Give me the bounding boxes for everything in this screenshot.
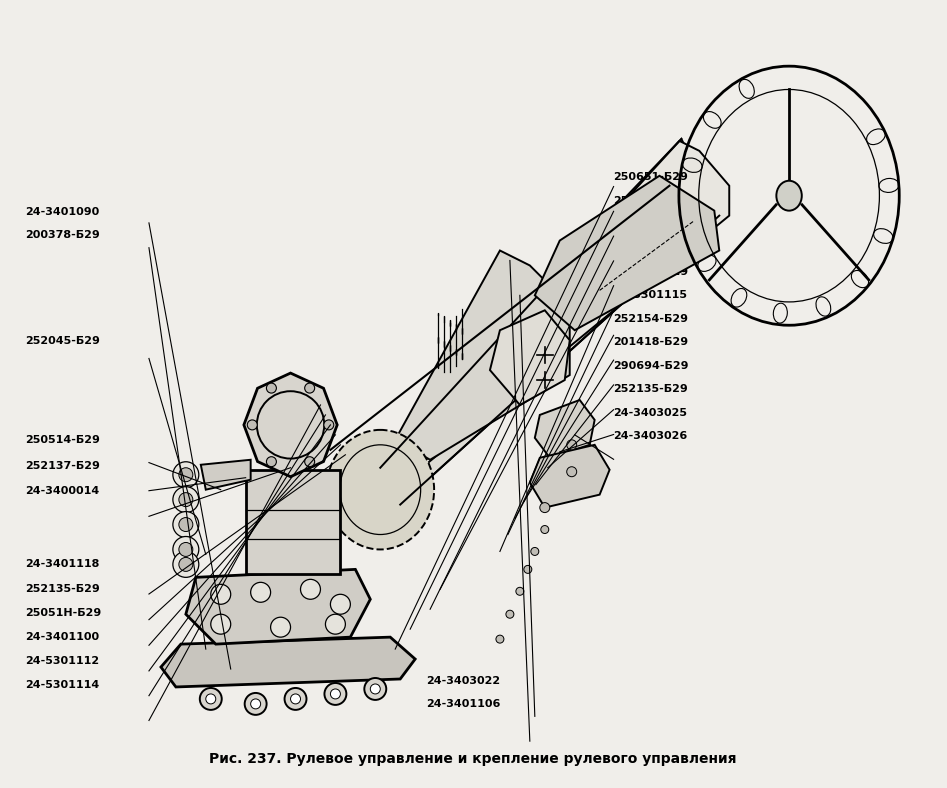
Text: 201418-Б29: 201418-Б29 [614,337,688,348]
Text: 252045-Б29: 252045-Б29 [25,336,99,346]
Circle shape [266,457,277,466]
Circle shape [331,594,350,614]
Circle shape [541,526,548,533]
Circle shape [173,537,199,563]
Circle shape [305,457,314,466]
Text: 290694-Б29: 290694-Б29 [614,361,688,370]
Polygon shape [395,251,570,459]
Text: 24-5301112: 24-5301112 [25,656,99,666]
Ellipse shape [777,180,802,210]
Text: 200378-Б29: 200378-Б29 [25,230,99,240]
Circle shape [326,614,346,634]
Text: Рис. 237. Рулевое управление и крепление рулевого управления: Рис. 237. Рулевое управление и крепление… [209,752,737,766]
Circle shape [271,617,291,637]
Circle shape [244,693,267,715]
Circle shape [524,566,532,574]
Text: 24-3401090: 24-3401090 [25,206,99,217]
Circle shape [531,548,539,556]
Polygon shape [186,570,370,644]
Circle shape [266,383,277,393]
Ellipse shape [327,430,434,549]
Circle shape [566,466,577,477]
Text: 252162-Б29: 252162-Б29 [614,196,688,206]
Text: 200373-Б29: 200373-Б29 [614,243,688,253]
Text: 24-5301114: 24-5301114 [25,679,99,690]
Text: 250514-Б29: 250514-Б29 [25,434,99,444]
Circle shape [247,420,258,430]
Text: 25051Н-Б29: 25051Н-Б29 [25,608,101,618]
Text: 24-3401118: 24-3401118 [25,559,99,570]
Polygon shape [355,141,729,489]
Circle shape [173,462,199,488]
Circle shape [540,503,550,512]
Circle shape [566,440,577,450]
Circle shape [179,542,193,556]
Circle shape [173,511,199,537]
Circle shape [200,688,222,710]
Circle shape [370,684,381,694]
Circle shape [211,585,231,604]
Circle shape [300,579,320,599]
Circle shape [365,678,386,700]
Text: 252135-Б29: 252135-Б29 [614,385,688,394]
Circle shape [179,557,193,571]
Circle shape [173,552,199,578]
Circle shape [496,635,504,643]
Circle shape [284,688,307,710]
Circle shape [516,587,524,595]
Polygon shape [490,310,570,405]
Polygon shape [529,444,610,507]
Text: 200384-Б29: 200384-Б29 [614,219,688,229]
Circle shape [205,694,216,704]
Polygon shape [201,459,251,489]
Polygon shape [161,637,415,687]
Circle shape [324,420,333,430]
Circle shape [305,383,314,393]
Text: 250651-Б29: 250651-Б29 [614,173,688,182]
Circle shape [251,699,260,709]
Text: 24-3400014: 24-3400014 [25,485,99,496]
Circle shape [179,468,193,481]
Circle shape [179,492,193,507]
Circle shape [331,689,340,699]
Text: 24-5301115: 24-5301115 [614,290,688,300]
Circle shape [506,610,514,619]
Text: 24-3401106: 24-3401106 [426,699,501,709]
Text: 201487-Б29: 201487-Б29 [614,266,688,277]
Circle shape [179,518,193,532]
Text: 24-3401100: 24-3401100 [25,633,99,642]
Circle shape [291,694,300,704]
Polygon shape [535,176,720,330]
Circle shape [251,582,271,602]
Circle shape [325,683,347,705]
Text: 252137-Б29: 252137-Б29 [25,461,99,471]
Polygon shape [381,139,720,504]
Text: 24-3403026: 24-3403026 [614,431,688,441]
Circle shape [173,487,199,512]
Circle shape [211,614,231,634]
Polygon shape [244,373,337,477]
Text: 252135-Б29: 252135-Б29 [25,584,99,593]
Text: 24-3403022: 24-3403022 [426,675,500,686]
Text: 252154-Б29: 252154-Б29 [614,314,688,324]
Text: 24-3403025: 24-3403025 [614,408,688,418]
Polygon shape [245,470,340,574]
Polygon shape [535,400,595,458]
